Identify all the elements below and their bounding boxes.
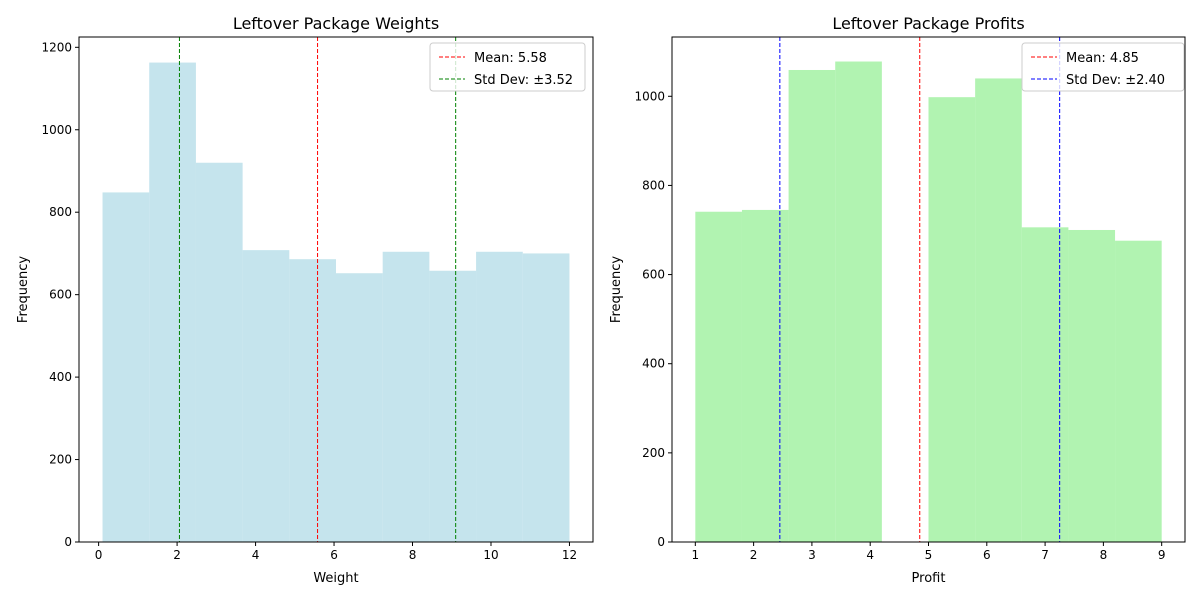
x-tick-label: 4 (866, 548, 874, 562)
legend: Mean: 5.58 Std Dev: ±3.52 (429, 42, 586, 92)
legend-label: Mean: 5.58 (474, 51, 547, 66)
y-tick-label: 600 (642, 268, 665, 282)
y-tick-label: 0 (657, 535, 665, 549)
x-tick-label: 6 (330, 548, 338, 562)
histogram-bar (242, 250, 290, 542)
x-axis-label: Profit (912, 571, 946, 586)
histogram-bar (149, 62, 196, 543)
y-tick-label: 800 (49, 205, 72, 219)
x-tick-label: 6 (983, 548, 991, 562)
legend-label: Std Dev: ±3.52 (474, 73, 573, 88)
x-tick-label: 8 (1100, 548, 1108, 562)
chart-panel-1: 0 2 4 6 8 10 12 0 200 400 600 800 1000 1200 Leftover P… (16, 14, 594, 586)
x-tick-label: 3 (808, 548, 816, 562)
histogram-bar (695, 211, 742, 542)
y-tick-label: 600 (49, 288, 72, 302)
histogram-bar (928, 97, 976, 542)
chart-panel-2: 1 2 3 4 5 6 7 8 9 0 200 400 600 800 1000 Leftover Packa… (609, 14, 1186, 586)
histogram-bar (102, 192, 150, 542)
x-tick-label: 10 (483, 548, 498, 562)
x-tick-label: 7 (1041, 548, 1049, 562)
y-tick-label: 200 (642, 446, 665, 460)
y-tick-label: 200 (49, 453, 72, 467)
chart-title: Leftover Package Weights (233, 14, 439, 33)
y-tick-label: 1000 (41, 123, 72, 137)
histogram-bar (788, 69, 836, 543)
histogram-bar (289, 259, 336, 542)
y-tick-label: 400 (49, 370, 72, 384)
y-axis-label: Frequency (16, 256, 31, 323)
axes-frame (78, 36, 594, 543)
histogram-bar (522, 253, 570, 542)
histogram-bar (835, 61, 882, 543)
x-tick-label: 0 (95, 548, 103, 562)
histogram-bar (476, 251, 523, 542)
x-tick-label: 5 (925, 548, 933, 562)
x-tick-label: 2 (750, 548, 758, 562)
histogram-bar (195, 162, 243, 543)
y-tick-label: 400 (642, 357, 665, 371)
y-axis-label: Frequency (609, 256, 624, 323)
y-tick-label: 0 (64, 535, 72, 549)
histogram-bar (1068, 229, 1116, 543)
legend-label: Std Dev: ±2.40 (1066, 73, 1165, 88)
histogram-bar (741, 209, 789, 543)
histogram-bar (382, 251, 430, 542)
histogram-bar (429, 270, 477, 542)
x-tick-label: 9 (1158, 548, 1166, 562)
x-tick-label: 2 (173, 548, 181, 562)
x-tick-label: 8 (409, 548, 417, 562)
y-tick-label: 800 (642, 178, 665, 192)
histogram-bar (336, 273, 383, 542)
legend: Mean: 4.85 Std Dev: ±2.40 (1021, 42, 1185, 92)
histogram-bar (975, 78, 1022, 542)
x-tick-label: 1 (691, 548, 699, 562)
x-tick-label: 4 (252, 548, 260, 562)
legend-label: Mean: 4.85 (1066, 51, 1139, 66)
chart-title: Leftover Package Profits (832, 14, 1024, 33)
histogram-bar (1021, 227, 1069, 543)
histogram-bar (1115, 240, 1162, 543)
x-axis-label: Weight (313, 571, 358, 586)
y-tick-label: 1200 (41, 40, 72, 54)
legend-box (1021, 42, 1185, 92)
x-tick-label: 12 (562, 548, 577, 562)
legend-box (429, 42, 586, 92)
y-tick-label: 1000 (634, 89, 665, 103)
